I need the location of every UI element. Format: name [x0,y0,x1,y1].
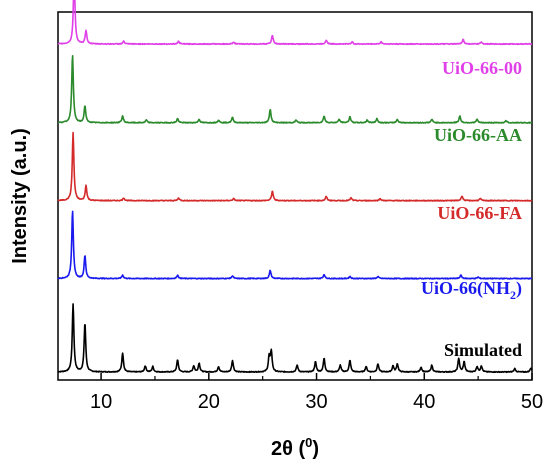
y-axis-title: Intensity (a.u.) [9,128,31,264]
series-label-2: UiO-66-FA [437,203,522,223]
series-label-3: UiO-66-AA [434,125,522,145]
plot-frame [57,11,533,381]
series-line-1 [57,210,533,280]
series-label-4: UiO-66-00 [442,58,522,78]
x-tick-label-2: 30 [305,391,327,413]
x-axis-title: 2θ (0) [271,435,319,460]
series-label-layer: Simulated UiO-66(NH2) UiO-66-FA UiO-66-AA Ui… [421,58,522,360]
series-label-1: UiO-66(NH2) [421,278,522,302]
x-tick-label-1: 20 [198,391,220,413]
x-tick-label-3: 40 [413,391,435,413]
series-line-3 [57,54,533,124]
x-axis-ticks: 10 20 30 40 50 [90,373,543,413]
series-line-2 [57,131,533,202]
series-layer [57,0,533,374]
series-label-0: Simulated [444,340,522,360]
series-line-4 [57,0,533,46]
series-line-0 [57,303,533,374]
x-tick-label-4: 50 [521,391,543,413]
x-tick-label-0: 10 [90,391,112,413]
